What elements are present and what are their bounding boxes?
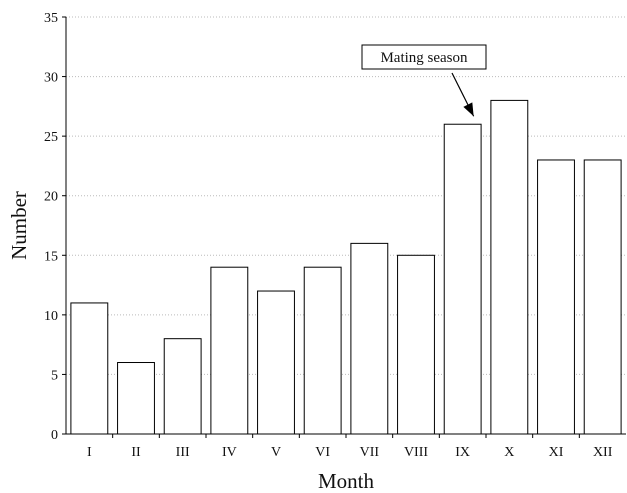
annotation-text: Mating season	[380, 50, 468, 66]
x-tick-label: IV	[222, 445, 237, 460]
x-tick-label: VI	[315, 445, 330, 460]
bar-VIII	[397, 254, 435, 435]
y-axis-title: Number	[7, 191, 31, 260]
x-tick-label: IX	[455, 445, 470, 460]
x-tick-label: II	[131, 445, 141, 460]
x-tick-label: V	[271, 445, 281, 460]
bar-VI	[303, 266, 342, 435]
x-tick-label: III	[176, 445, 190, 460]
x-tick-label: X	[504, 445, 514, 460]
y-tick-label: 20	[44, 190, 58, 205]
y-tick-label: 25	[44, 130, 58, 145]
x-tick-label: I	[87, 445, 92, 460]
bar-V	[257, 290, 295, 435]
annotation: Mating season	[361, 44, 487, 117]
bars	[70, 99, 622, 435]
bar-IX	[443, 123, 482, 435]
y-tick-label: 5	[51, 368, 58, 383]
bar-XII	[583, 159, 622, 435]
x-axis-title: Month	[318, 469, 375, 493]
bar-II	[117, 362, 155, 435]
bar-IV	[210, 266, 249, 435]
bar-XI	[537, 159, 575, 435]
bar-III	[163, 338, 202, 435]
y-tick-label: 0	[51, 428, 58, 443]
x-axis-ticks: I II III IV V VI VII VIII IX X XI XII	[87, 434, 613, 460]
x-tick-label: XI	[549, 445, 564, 460]
y-tick-label: 35	[44, 11, 58, 26]
y-tick-label: 30	[44, 71, 58, 86]
x-tick-label: XII	[593, 445, 613, 460]
bar-X	[490, 99, 529, 435]
bar-I	[70, 302, 109, 435]
arrowhead-icon	[463, 102, 474, 117]
bar-VII	[350, 242, 389, 435]
annotation-box	[361, 44, 487, 70]
gridlines	[66, 16, 626, 375]
x-tick-label: VIII	[404, 445, 428, 460]
y-tick-label: 15	[44, 249, 58, 264]
y-tick-label: 10	[44, 309, 58, 324]
y-axis-ticks: 0 5 10 15 20 25 30 35	[44, 11, 66, 443]
x-tick-label: VII	[360, 445, 380, 460]
